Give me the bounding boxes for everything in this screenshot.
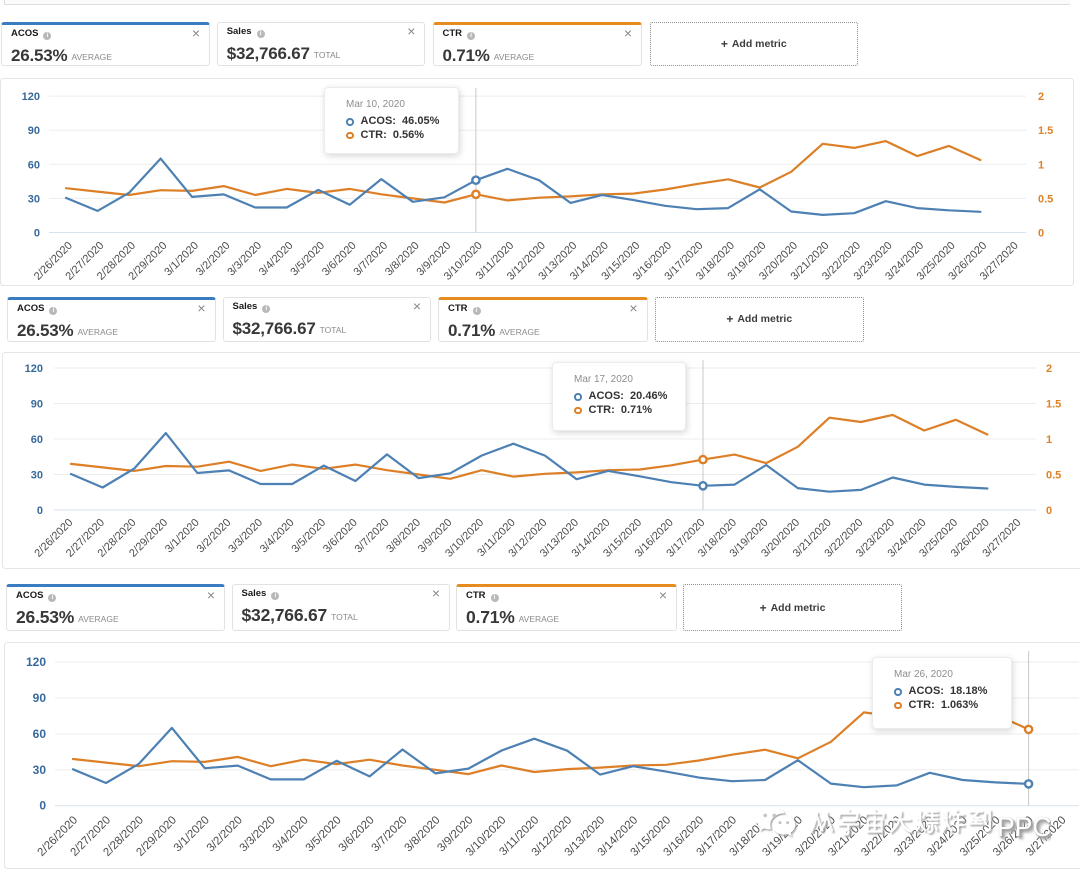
svg-text:60: 60: [33, 727, 47, 741]
svg-text:30: 30: [31, 470, 43, 482]
svg-text:120: 120: [26, 655, 46, 669]
svg-text:90: 90: [31, 399, 43, 411]
svg-text:0: 0: [37, 505, 43, 517]
svg-text:1.5: 1.5: [1038, 125, 1053, 137]
svg-text:0.5: 0.5: [1046, 470, 1061, 482]
svg-text:0.5: 0.5: [1038, 193, 1053, 205]
svg-text:120: 120: [25, 363, 43, 375]
svg-text:30: 30: [28, 193, 40, 205]
svg-text:0: 0: [34, 228, 40, 240]
svg-text:1.5: 1.5: [1046, 399, 1061, 411]
svg-text:0: 0: [39, 799, 46, 813]
svg-text:30: 30: [33, 763, 47, 777]
svg-text:PPC: PPC: [997, 812, 1051, 842]
svg-text:2: 2: [1046, 363, 1052, 375]
svg-text:1: 1: [1038, 159, 1044, 171]
svg-text:90: 90: [33, 691, 47, 705]
svg-text:0: 0: [1046, 505, 1052, 517]
svg-text:120: 120: [22, 91, 40, 103]
svg-text:60: 60: [28, 159, 40, 171]
svg-text:90: 90: [28, 125, 40, 137]
svg-text:1: 1: [1046, 434, 1052, 446]
svg-text:0: 0: [1038, 228, 1044, 240]
svg-text:60: 60: [31, 434, 43, 446]
svg-text:2: 2: [1038, 91, 1044, 103]
